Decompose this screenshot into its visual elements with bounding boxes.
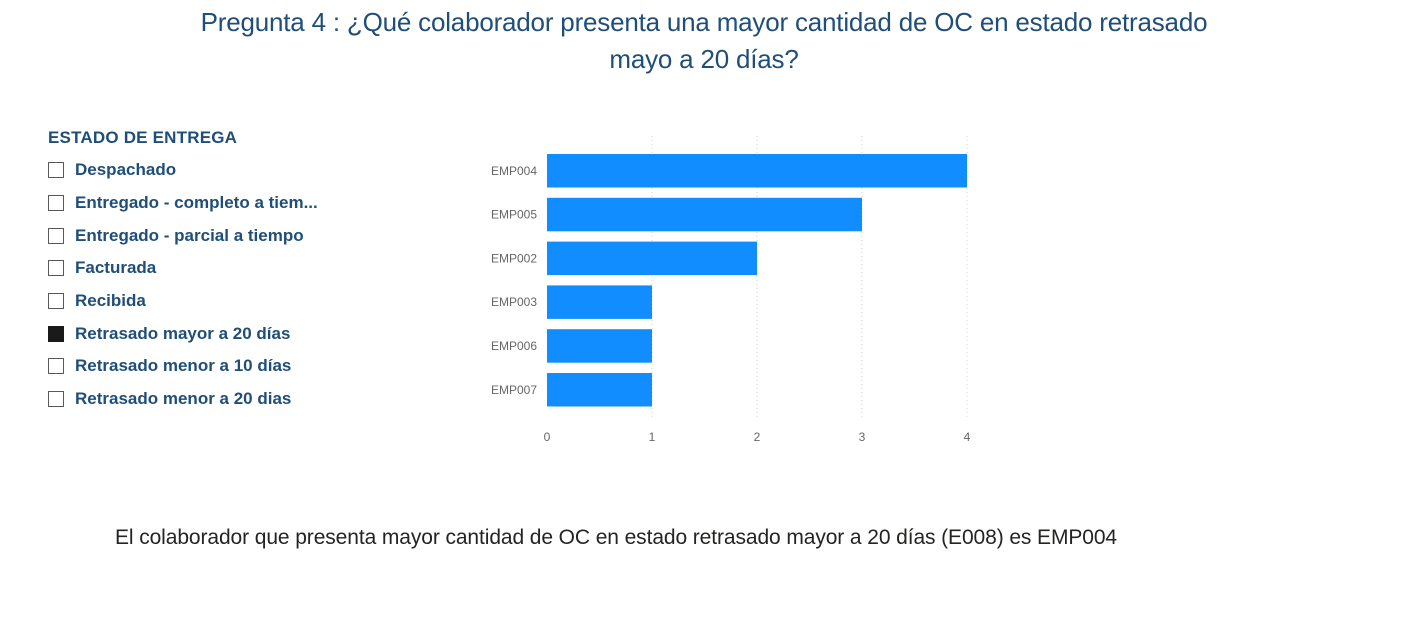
slicer-item-retrasado-menor-20[interactable]: Retrasado menor a 20 dias [48, 383, 368, 416]
chart-category-labels: EMP004 EMP005 EMP002 EMP003 EMP006 EMP007 [491, 164, 537, 397]
chart-bars [547, 154, 967, 407]
slicer-item-label: Retrasado menor a 10 días [75, 356, 292, 376]
checkbox-icon[interactable] [48, 391, 64, 408]
y-category-label: EMP004 [491, 164, 537, 178]
page-title-line-2: mayo a 20 días? [609, 44, 799, 74]
slicer-item-retrasado-mayor-20[interactable]: Retrasado mayor a 20 días [48, 317, 368, 350]
page-title-line-1: Pregunta 4 : ¿Qué colaborador presenta u… [200, 7, 1208, 37]
slicer-header: ESTADO DE ENTREGA [48, 128, 238, 147]
conclusion-text: El colaborador que presenta mayor cantid… [115, 526, 1117, 549]
slicer-item-label: Despachado [75, 160, 177, 180]
x-tick-label: 1 [649, 430, 656, 444]
checkbox-icon[interactable] [48, 227, 64, 244]
x-tick-label: 0 [544, 430, 551, 444]
checkbox-icon[interactable] [48, 325, 64, 342]
checkbox-icon[interactable] [48, 195, 64, 212]
slicer-item-label: Facturada [75, 258, 157, 278]
slicer-item-label: Retrasado menor a 20 dias [75, 389, 292, 409]
estado-de-entrega-slicer: ESTADO DE ENTREGA Despachado Entregado -… [48, 126, 368, 416]
y-category-label: EMP006 [491, 339, 537, 353]
slicer-item-label: Retrasado mayor a 20 días [75, 323, 291, 343]
bar-chart: EMP004 EMP005 EMP002 EMP003 EMP006 EMP007 0 1 2… [491, 136, 971, 444]
checkbox-icon[interactable] [48, 358, 64, 375]
chart-gridlines [651, 136, 968, 417]
page-title: Pregunta 4 : ¿Qué colaborador presenta u… [0, 4, 1408, 78]
x-tick-label: 3 [859, 430, 866, 444]
checkbox-icon[interactable] [48, 293, 64, 310]
slicer-item-label: Entregado - parcial a tiempo [75, 225, 304, 245]
slicer-item-retrasado-menor-10[interactable]: Retrasado menor a 10 días [48, 350, 368, 383]
chart-x-axis-ticks: 0 1 2 3 4 [544, 430, 971, 444]
bar-emp004[interactable] [547, 154, 967, 188]
bar-emp006[interactable] [547, 329, 652, 363]
checkbox-icon[interactable] [48, 162, 64, 179]
bar-emp007[interactable] [547, 373, 652, 407]
slicer-item-facturada[interactable]: Facturada [48, 252, 368, 285]
checkbox-icon[interactable] [48, 260, 64, 277]
bar-emp005[interactable] [547, 197, 862, 232]
slicer-item-recibida[interactable]: Recibida [48, 285, 368, 318]
slicer-item-despachado[interactable]: Despachado [48, 154, 368, 187]
bar-emp002[interactable] [547, 241, 757, 276]
slicer-item-entregado-parcial[interactable]: Entregado - parcial a tiempo [48, 219, 368, 252]
y-category-label: EMP002 [491, 251, 537, 265]
y-category-label: EMP005 [491, 208, 537, 222]
bar-emp003[interactable] [547, 285, 652, 319]
y-category-label: EMP003 [491, 295, 537, 309]
slicer-item-label: Recibida [75, 291, 146, 311]
slicer-item-entregado-completo[interactable]: Entregado - completo a tiem... [48, 187, 368, 220]
x-tick-label: 4 [964, 430, 971, 444]
slicer-item-label: Entregado - completo a tiem... [75, 193, 318, 213]
y-category-label: EMP007 [491, 383, 537, 397]
x-tick-label: 2 [754, 430, 761, 444]
